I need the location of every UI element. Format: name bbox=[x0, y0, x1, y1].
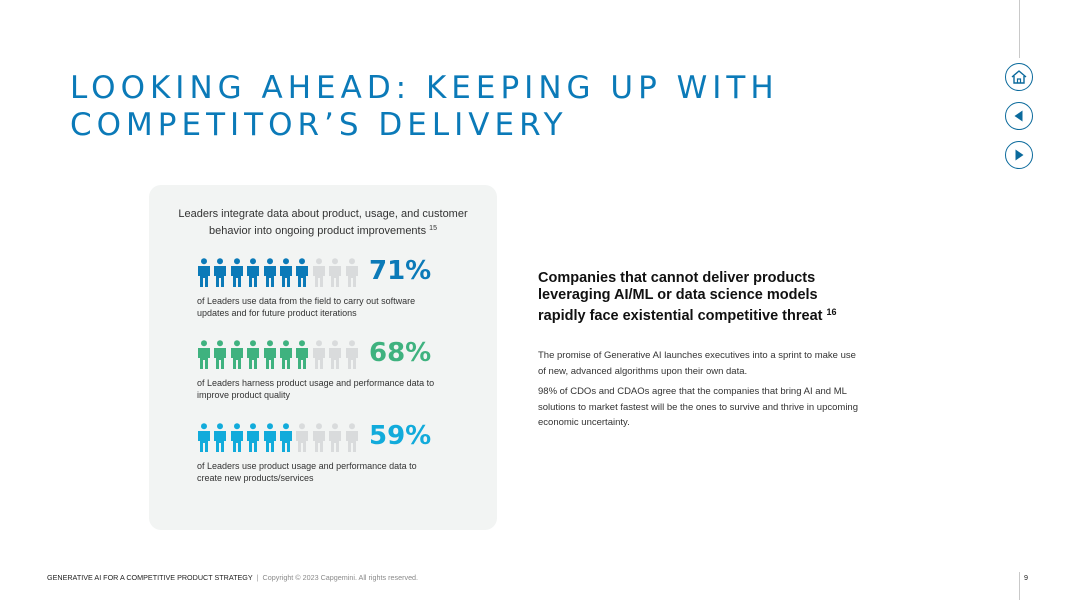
stat-percent: 68% bbox=[369, 338, 432, 368]
previous-page-button[interactable] bbox=[1005, 102, 1033, 130]
person-empty-icon bbox=[329, 423, 342, 452]
page-number: 9 bbox=[1024, 573, 1028, 582]
person-filled-icon bbox=[247, 423, 260, 452]
people-icon-row bbox=[197, 340, 359, 370]
person-filled-icon bbox=[198, 258, 210, 287]
home-icon bbox=[1011, 70, 1027, 84]
people-icon-row bbox=[197, 258, 359, 288]
person-filled-icon bbox=[279, 258, 292, 287]
stat-description: of Leaders harness product usage and per… bbox=[197, 378, 435, 400]
triangle-left-icon bbox=[1014, 110, 1023, 122]
footer-doc-title: GENERATIVE AI FOR A COMPETITIVE PRODUCT … bbox=[47, 573, 253, 582]
footnote-ref: 15 bbox=[429, 224, 437, 232]
stat-description: of Leaders use data from the field to ca… bbox=[197, 296, 416, 318]
person-empty-icon bbox=[312, 340, 325, 369]
person-empty-icon bbox=[312, 258, 325, 287]
person-filled-icon bbox=[230, 258, 243, 287]
next-page-button[interactable] bbox=[1005, 141, 1033, 169]
person-empty-icon bbox=[345, 423, 358, 452]
stat-percent: 59% bbox=[369, 421, 432, 451]
footer: GENERATIVE AI FOR A COMPETITIVE PRODUCT … bbox=[47, 573, 418, 582]
footer-copyright: Copyright © 2023 Capgemini. All rights r… bbox=[262, 573, 419, 582]
person-empty-icon bbox=[345, 258, 358, 287]
person-filled-icon bbox=[230, 340, 243, 369]
person-empty-icon bbox=[329, 258, 342, 287]
person-filled-icon bbox=[214, 340, 227, 369]
person-filled-icon bbox=[214, 423, 227, 452]
person-filled-icon bbox=[214, 258, 227, 287]
stat-block: 68% of Leaders harness product usage and… bbox=[197, 338, 457, 400]
stat-percent: 71% bbox=[369, 256, 432, 286]
person-filled-icon bbox=[230, 423, 243, 452]
person-filled-icon bbox=[263, 423, 276, 452]
stat-block: 71% of Leaders use data from the field t… bbox=[197, 256, 457, 318]
person-filled-icon bbox=[198, 340, 210, 369]
leaders-stats-card: Leaders integrate data about product, us… bbox=[149, 185, 497, 530]
section-heading-text: Companies that cannot deliver products l… bbox=[538, 270, 823, 324]
person-filled-icon bbox=[247, 340, 260, 369]
stat-block: 59% of Leaders use product usage and per… bbox=[197, 421, 457, 483]
person-empty-icon bbox=[296, 423, 309, 452]
stat-description: of Leaders use product usage and perform… bbox=[197, 461, 417, 483]
home-button[interactable] bbox=[1005, 63, 1033, 91]
section-heading: Companies that cannot deliver products l… bbox=[538, 270, 858, 325]
card-intro: Leaders integrate data about product, us… bbox=[165, 207, 481, 238]
person-filled-icon bbox=[279, 340, 292, 369]
person-filled-icon bbox=[279, 423, 292, 452]
person-filled-icon bbox=[198, 423, 210, 452]
person-empty-icon bbox=[345, 340, 358, 369]
person-filled-icon bbox=[296, 258, 309, 287]
footer-divider bbox=[1019, 572, 1020, 600]
nav-divider-top bbox=[1019, 0, 1020, 58]
person-filled-icon bbox=[296, 340, 309, 369]
people-icon-row bbox=[197, 423, 359, 453]
person-empty-icon bbox=[312, 423, 325, 452]
person-filled-icon bbox=[263, 340, 276, 369]
footer-separator: | bbox=[256, 573, 259, 582]
person-filled-icon bbox=[263, 258, 276, 287]
footnote-ref: 16 bbox=[826, 307, 837, 317]
person-empty-icon bbox=[329, 340, 342, 369]
body-paragraph: 98% of CDOs and CDAOs agree that the com… bbox=[538, 386, 858, 428]
page-title: LOOKING AHEAD: KEEPING UP WITH COMPETITO… bbox=[70, 70, 779, 143]
triangle-right-icon bbox=[1015, 149, 1024, 161]
card-intro-text: Leaders integrate data about product, us… bbox=[178, 208, 468, 237]
body-paragraph: The promise of Generative AI launches ex… bbox=[538, 350, 856, 377]
person-filled-icon bbox=[247, 258, 260, 287]
